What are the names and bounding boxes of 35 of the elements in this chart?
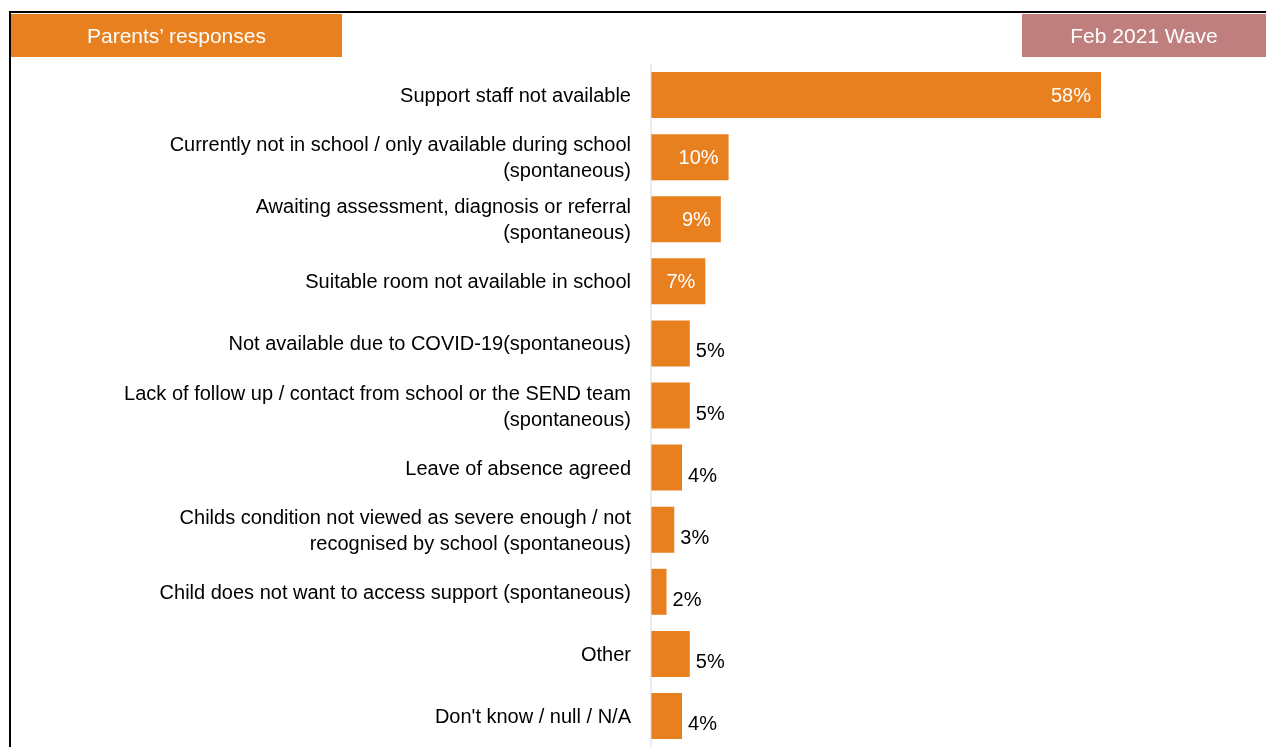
y-tick-label: Leave of absence agreed: [405, 456, 631, 479]
data-label: 2%: [672, 587, 702, 610]
data-label: 5%: [695, 339, 725, 362]
bar: [651, 630, 690, 677]
data-label: 4%: [688, 463, 718, 486]
y-tick-label: Child does not want to access support (spontaneous): [159, 580, 631, 603]
bar: [651, 444, 683, 491]
data-label: 5%: [695, 401, 725, 424]
y-tick-label: Suitable room not available in school: [305, 270, 631, 293]
data-label: 4%: [688, 711, 718, 734]
data-label: 3%: [680, 525, 710, 548]
y-tick-label: Childs condition not viewed as severe enough / not recognised by school (spontaneous): [179, 505, 632, 554]
bar: [651, 258, 706, 305]
y-tick-label: Other: [580, 642, 632, 665]
bar: [651, 72, 1101, 119]
data-label: 10%: [678, 146, 719, 169]
text: Parents’ responses: [11, 14, 342, 57]
data-label: 9%: [681, 208, 712, 231]
y-tick-label: Currently not in school / only available during school (spontaneous): [169, 133, 631, 182]
y-tick-label: Support staff not available: [400, 84, 631, 107]
bar: [651, 320, 690, 367]
bar: [651, 692, 683, 739]
bar: [651, 568, 667, 615]
text: Feb 2021 Wave: [1022, 14, 1266, 57]
data-label: 5%: [695, 649, 725, 672]
y-tick-label: Lack of follow up / contact from school or the SEND team (spontaneous): [124, 381, 631, 430]
data-label: 58%: [1050, 84, 1092, 107]
y-tick-label: Not available due to COVID-19(spontaneous): [228, 332, 631, 355]
bar: [651, 382, 690, 429]
data-label: 7%: [666, 270, 696, 293]
bar: [651, 134, 729, 181]
bar: [651, 196, 721, 243]
bar: [651, 506, 675, 553]
y-tick-label: Awaiting assessment, diagnosis or referral (spontaneous): [255, 195, 631, 244]
y-tick-label: Don't know / null / N/A: [434, 704, 632, 727]
